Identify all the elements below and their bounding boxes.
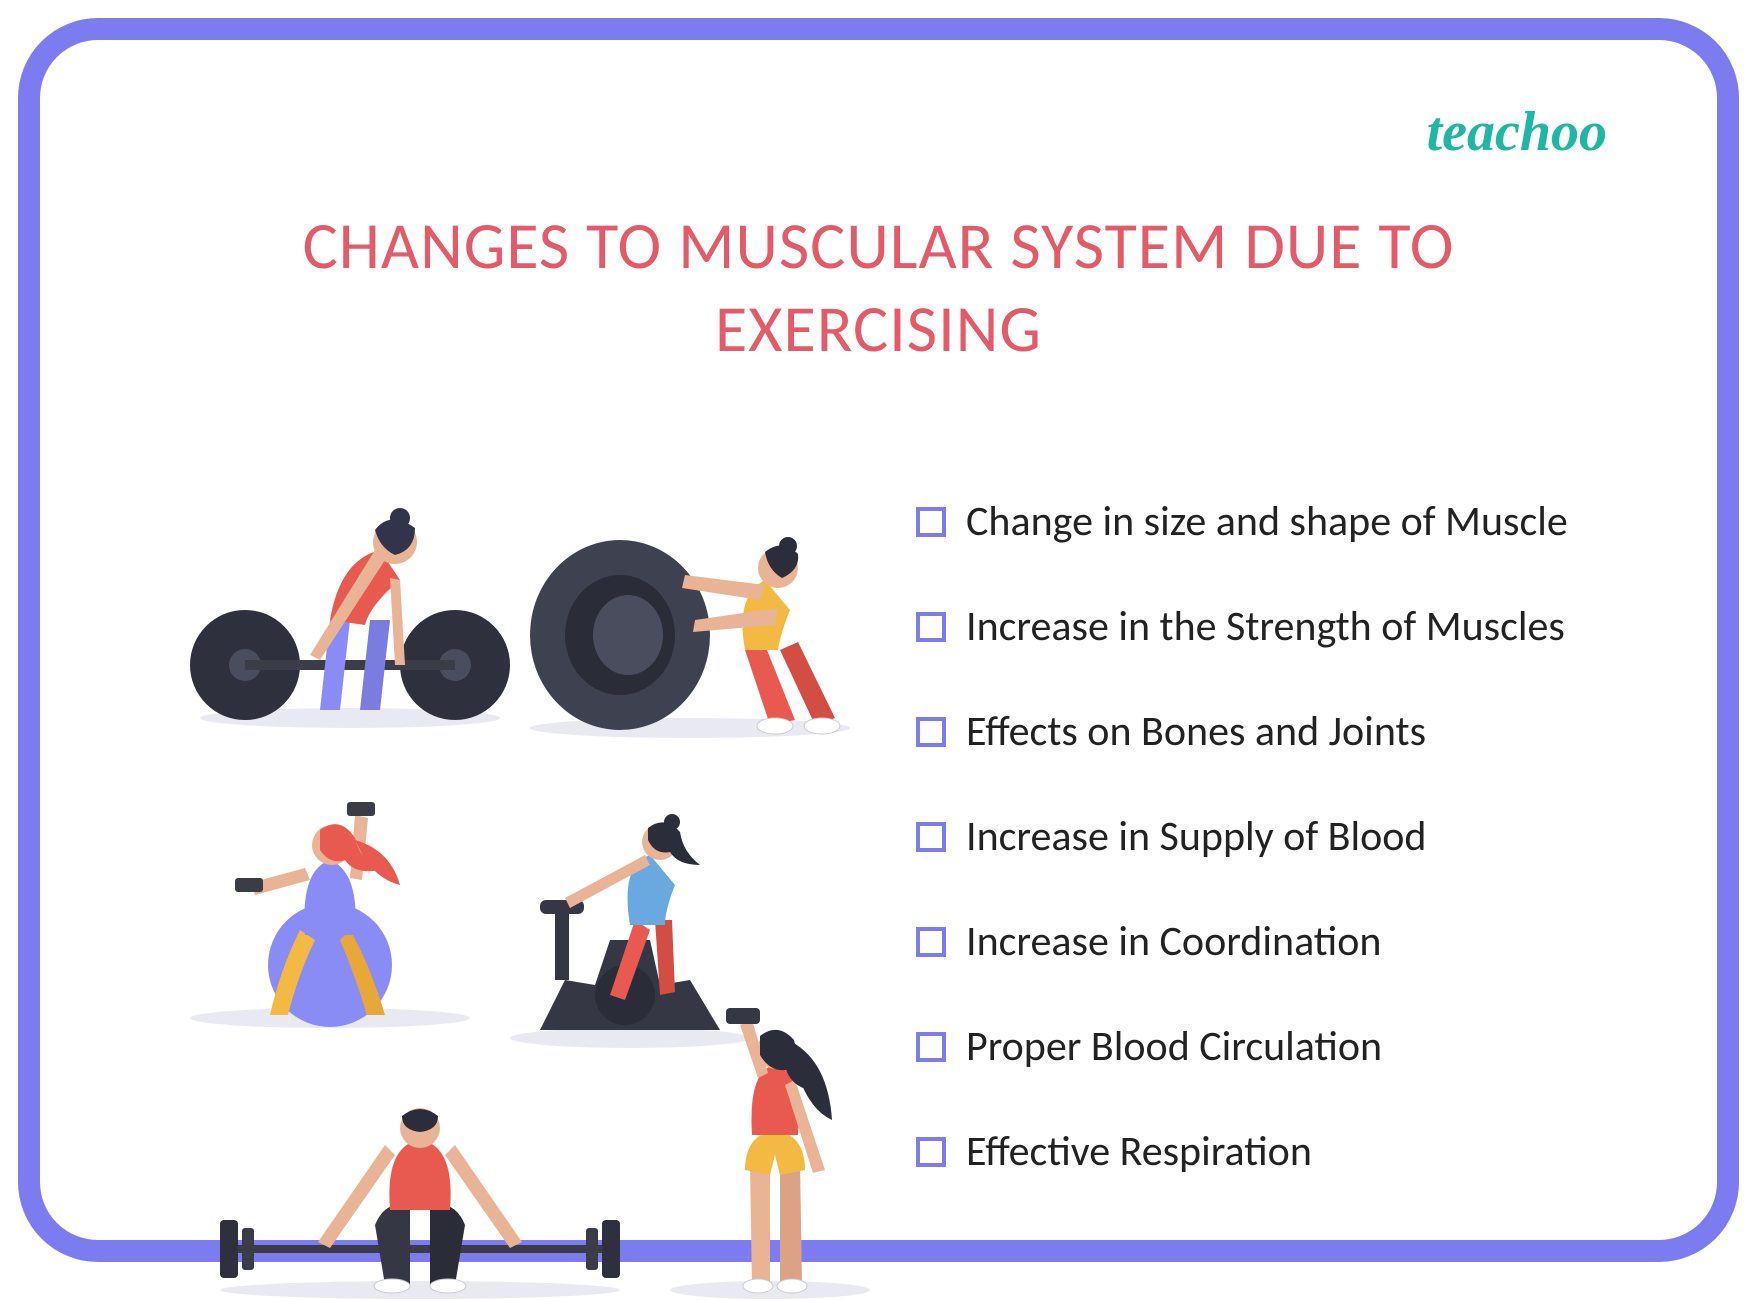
bullet-text: Change in size and shape of Muscle	[966, 496, 1568, 547]
bullet-marker-icon	[916, 717, 946, 747]
list-item: Change in size and shape of Muscle	[916, 496, 1637, 547]
bullet-text: Effects on Bones and Joints	[966, 706, 1426, 757]
bullet-marker-icon	[916, 822, 946, 852]
bullet-text: Increase in the Strength of Muscles	[966, 601, 1565, 652]
illu-squat-barbell-man	[210, 1050, 630, 1300]
bullet-text: Increase in Coordination	[966, 916, 1381, 967]
list-item: Proper Blood Circulation	[916, 1021, 1637, 1072]
bullet-text: Effective Respiration	[966, 1126, 1312, 1177]
list-item: Increase in Supply of Blood	[916, 811, 1637, 862]
bullet-marker-icon	[916, 927, 946, 957]
illu-standing-dumbbell-woman	[660, 970, 880, 1300]
content-area: Change in size and shape of Muscle Incre…	[120, 470, 1637, 1180]
card-border: teachoo CHANGES TO MUSCULAR SYSTEM DUE T…	[18, 18, 1739, 1262]
bullet-marker-icon	[916, 612, 946, 642]
list-item: Increase in the Strength of Muscles	[916, 601, 1637, 652]
list-item: Effects on Bones and Joints	[916, 706, 1637, 757]
page-title: CHANGES TO MUSCULAR SYSTEM DUE TO EXERCI…	[40, 205, 1717, 370]
list-item: Effective Respiration	[916, 1126, 1637, 1177]
bullet-marker-icon	[916, 507, 946, 537]
bullet-marker-icon	[916, 1137, 946, 1167]
brand-logo: teachoo	[1427, 100, 1607, 164]
list-item: Increase in Coordination	[916, 916, 1637, 967]
bullet-marker-icon	[916, 1032, 946, 1062]
illu-ball-dumbbell-woman	[180, 760, 480, 1030]
illustration-panel	[120, 470, 880, 1180]
bullet-text: Increase in Supply of Blood	[966, 811, 1426, 862]
illu-tire-push-woman	[520, 480, 860, 740]
bullet-text: Proper Blood Circulation	[966, 1021, 1382, 1072]
illu-deadlift-woman	[190, 470, 510, 730]
bullet-list: Change in size and shape of Muscle Incre…	[910, 470, 1637, 1180]
